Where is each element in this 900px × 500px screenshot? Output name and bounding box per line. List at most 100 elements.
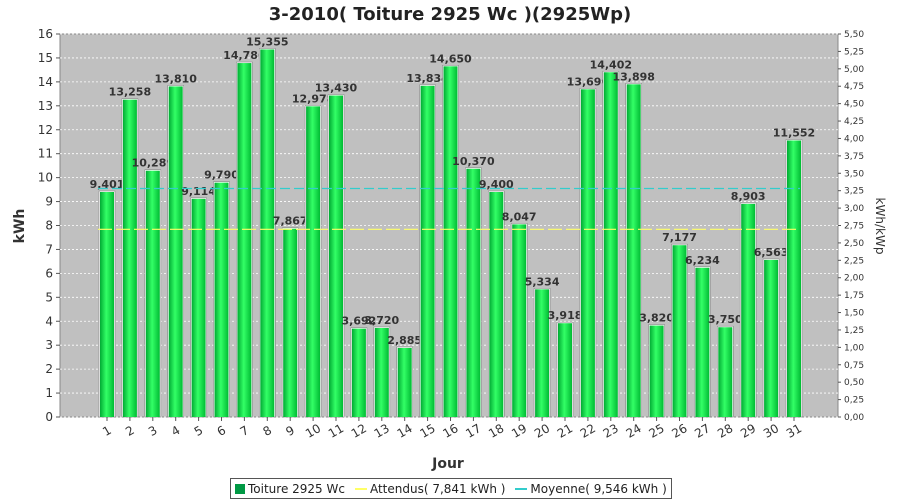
y2-tick-label: 2,50	[844, 239, 864, 249]
y2-tick-label: 3,00	[844, 204, 864, 214]
bar-day-9	[283, 228, 298, 417]
data-label: 13,810	[154, 72, 197, 85]
x-tick-label: 21	[555, 421, 575, 441]
bar-day-30	[764, 259, 779, 417]
bar-day-14	[397, 347, 412, 417]
x-tick-label: 23	[601, 421, 621, 441]
bar-day-19	[512, 224, 527, 417]
y-tick-label: 15	[38, 51, 53, 65]
data-label: 3,720	[364, 314, 399, 327]
x-tick-label: 9	[283, 423, 297, 439]
bar-day-10	[306, 106, 321, 418]
bar-day-29	[741, 203, 756, 417]
data-label: 9,400	[479, 178, 514, 191]
y2-tick-label: 1,00	[844, 343, 864, 353]
x-tick-label: 4	[169, 423, 183, 439]
data-label: 10,370	[452, 155, 495, 168]
data-label: 14,786	[223, 49, 266, 62]
y2-tick-label: 0,25	[844, 396, 864, 406]
y-axis-label: kWh	[12, 209, 28, 244]
y-tick-label: 3	[45, 338, 53, 352]
y-tick-label: 16	[38, 27, 53, 41]
y2-tick-label: 5,00	[844, 65, 864, 75]
bar-day-25	[649, 325, 664, 417]
bar-day-3	[145, 170, 160, 417]
bar-day-22	[580, 89, 595, 417]
data-label: 9,401	[90, 178, 125, 191]
y2-tick-label: 2,00	[844, 274, 864, 284]
data-label: 15,355	[246, 35, 288, 48]
y-tick-label: 0	[45, 410, 53, 424]
data-label: 5,334	[525, 275, 560, 288]
x-tick-label: 3	[146, 423, 160, 439]
bar-day-12	[351, 328, 366, 417]
bar-day-5	[191, 198, 206, 417]
data-label: 6,563	[754, 246, 789, 259]
x-tick-label: 7	[238, 423, 252, 439]
y2-tick-label: 0,50	[844, 378, 864, 388]
y2-tick-label: 2,25	[844, 256, 864, 266]
y-tick-label: 13	[38, 99, 53, 113]
data-label: 3,918	[548, 309, 583, 322]
x-tick-label: 14	[395, 421, 415, 441]
data-label: 9,790	[204, 169, 239, 182]
data-label: 11,552	[773, 126, 815, 139]
y2-tick-label: 4,50	[844, 100, 864, 110]
y-tick-label: 10	[38, 171, 53, 185]
x-tick-label: 26	[669, 421, 689, 441]
y2-tick-label: 4,00	[844, 134, 864, 144]
legend-item-expected: Attendus( 7,841 kWh )	[354, 482, 505, 496]
y-tick-label: 9	[45, 195, 53, 209]
y2-tick-label: 4,75	[844, 82, 864, 92]
legend-swatch-average	[515, 487, 528, 490]
data-label: 8,047	[502, 210, 537, 223]
data-label: 2,885	[387, 334, 422, 347]
bar-day-28	[718, 327, 733, 417]
x-tick-label: 10	[303, 421, 323, 441]
legend-label-average: Moyenne( 9,546 kWh )	[530, 481, 667, 496]
bar-day-26	[672, 245, 687, 417]
x-tick-label: 31	[784, 421, 804, 441]
data-label: 13,834	[406, 72, 449, 85]
x-tick-label: 29	[738, 421, 758, 441]
data-label: 13,430	[315, 82, 358, 95]
bar-day-17	[466, 168, 481, 417]
y-tick-label: 2	[45, 362, 53, 376]
data-label: 3,692	[342, 315, 377, 328]
y2-tick-label: 5,25	[844, 47, 864, 57]
x-tick-label: 16	[440, 421, 460, 441]
y-tick-label: 14	[38, 75, 53, 89]
chart-legend: Toiture 2925 Wc Attendus( 7,841 kWh ) Mo…	[230, 478, 672, 499]
y2-tick-label: 4,25	[844, 117, 864, 127]
y-tick-label: 6	[45, 266, 53, 280]
bar-day-18	[489, 191, 504, 417]
data-label: 14,650	[429, 52, 472, 65]
x-tick-label: 11	[326, 421, 346, 441]
bar-day-27	[695, 267, 710, 417]
y-tick-label: 1	[45, 386, 53, 400]
bar-day-20	[535, 289, 550, 417]
bar-day-7	[237, 63, 252, 418]
data-label: 7,177	[662, 231, 697, 244]
data-label: 7,867	[273, 215, 308, 228]
y-tick-label: 12	[38, 123, 53, 137]
x-tick-label: 12	[349, 421, 369, 441]
bar-day-31	[787, 140, 801, 417]
y-tick-label: 4	[45, 314, 53, 328]
y-tick-label: 11	[38, 147, 53, 161]
y2-tick-label: 2,75	[844, 222, 864, 232]
y2-tick-label: 0,75	[844, 361, 864, 371]
y2-axis-label: kWh/kWp	[873, 198, 887, 255]
data-label: 14,402	[590, 58, 632, 71]
bar-day-24	[626, 84, 641, 418]
x-tick-label: 24	[624, 421, 644, 441]
y2-tick-label: 1,75	[844, 291, 864, 301]
y2-tick-label: 0,00	[844, 413, 864, 423]
bar-day-13	[374, 327, 389, 417]
x-tick-label: 15	[417, 421, 437, 441]
data-label: 6,234	[685, 254, 720, 267]
x-tick-label: 18	[486, 421, 506, 441]
x-tick-label: 27	[692, 421, 712, 441]
bar-day-23	[603, 72, 618, 417]
